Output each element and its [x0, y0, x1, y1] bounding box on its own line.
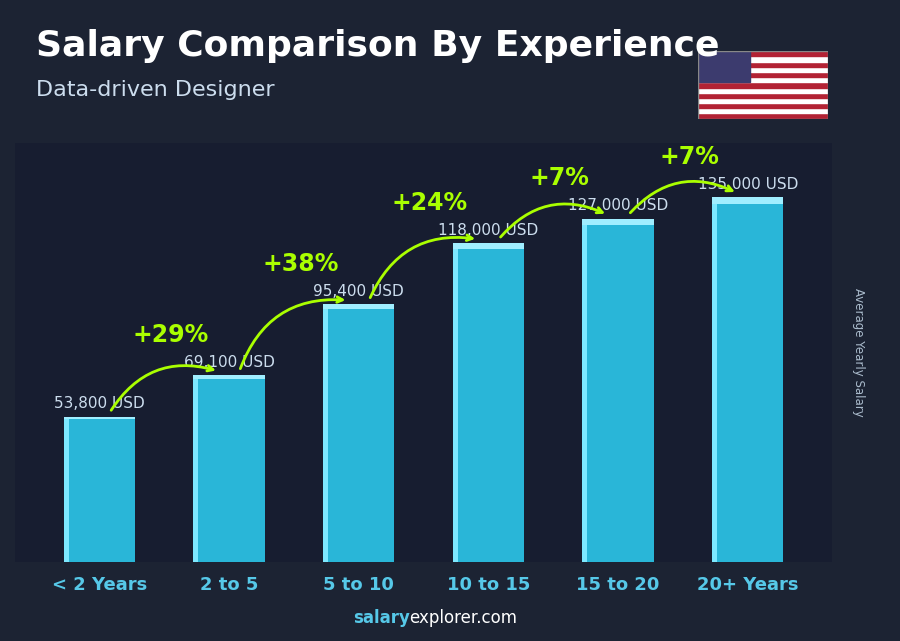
Bar	[582, 219, 653, 562]
Text: 127,000 USD: 127,000 USD	[568, 199, 668, 213]
Bar	[323, 304, 328, 562]
Bar	[698, 88, 828, 93]
Text: +7%: +7%	[660, 145, 719, 169]
Bar	[698, 72, 828, 77]
Bar	[712, 197, 783, 562]
Bar	[712, 197, 717, 562]
Bar	[712, 197, 783, 204]
Bar	[698, 103, 828, 108]
Bar	[323, 304, 394, 562]
Text: +29%: +29%	[132, 323, 209, 347]
Text: 118,000 USD: 118,000 USD	[438, 223, 538, 238]
Text: 69,100 USD: 69,100 USD	[184, 355, 274, 370]
Text: +24%: +24%	[392, 191, 468, 215]
Text: Data-driven Designer: Data-driven Designer	[36, 80, 274, 100]
Bar	[323, 304, 394, 309]
Bar	[64, 417, 135, 419]
Bar	[698, 108, 828, 113]
Bar	[698, 82, 828, 88]
Text: 135,000 USD: 135,000 USD	[698, 177, 798, 192]
Bar	[453, 243, 524, 562]
Bar	[698, 77, 828, 82]
Bar	[582, 219, 653, 225]
Text: explorer.com: explorer.com	[410, 609, 518, 627]
Text: Average Yearly Salary: Average Yearly Salary	[852, 288, 866, 417]
Text: 53,800 USD: 53,800 USD	[54, 396, 145, 412]
Bar	[698, 67, 828, 72]
Bar	[698, 51, 750, 82]
Text: 95,400 USD: 95,400 USD	[313, 284, 404, 299]
Bar	[698, 62, 828, 67]
Bar	[453, 243, 524, 249]
Bar	[698, 113, 828, 119]
Bar	[698, 93, 828, 98]
Bar	[194, 376, 198, 562]
Text: +38%: +38%	[262, 252, 338, 276]
Bar	[698, 51, 828, 56]
Bar	[194, 376, 265, 562]
Bar	[698, 98, 828, 103]
Bar	[582, 219, 588, 562]
Text: Salary Comparison By Experience: Salary Comparison By Experience	[36, 29, 719, 63]
Bar	[64, 417, 68, 562]
Bar	[194, 376, 265, 379]
Bar	[64, 417, 135, 562]
Bar	[453, 243, 458, 562]
Text: salary: salary	[353, 609, 410, 627]
Bar	[698, 56, 828, 62]
Text: +7%: +7%	[530, 167, 590, 190]
